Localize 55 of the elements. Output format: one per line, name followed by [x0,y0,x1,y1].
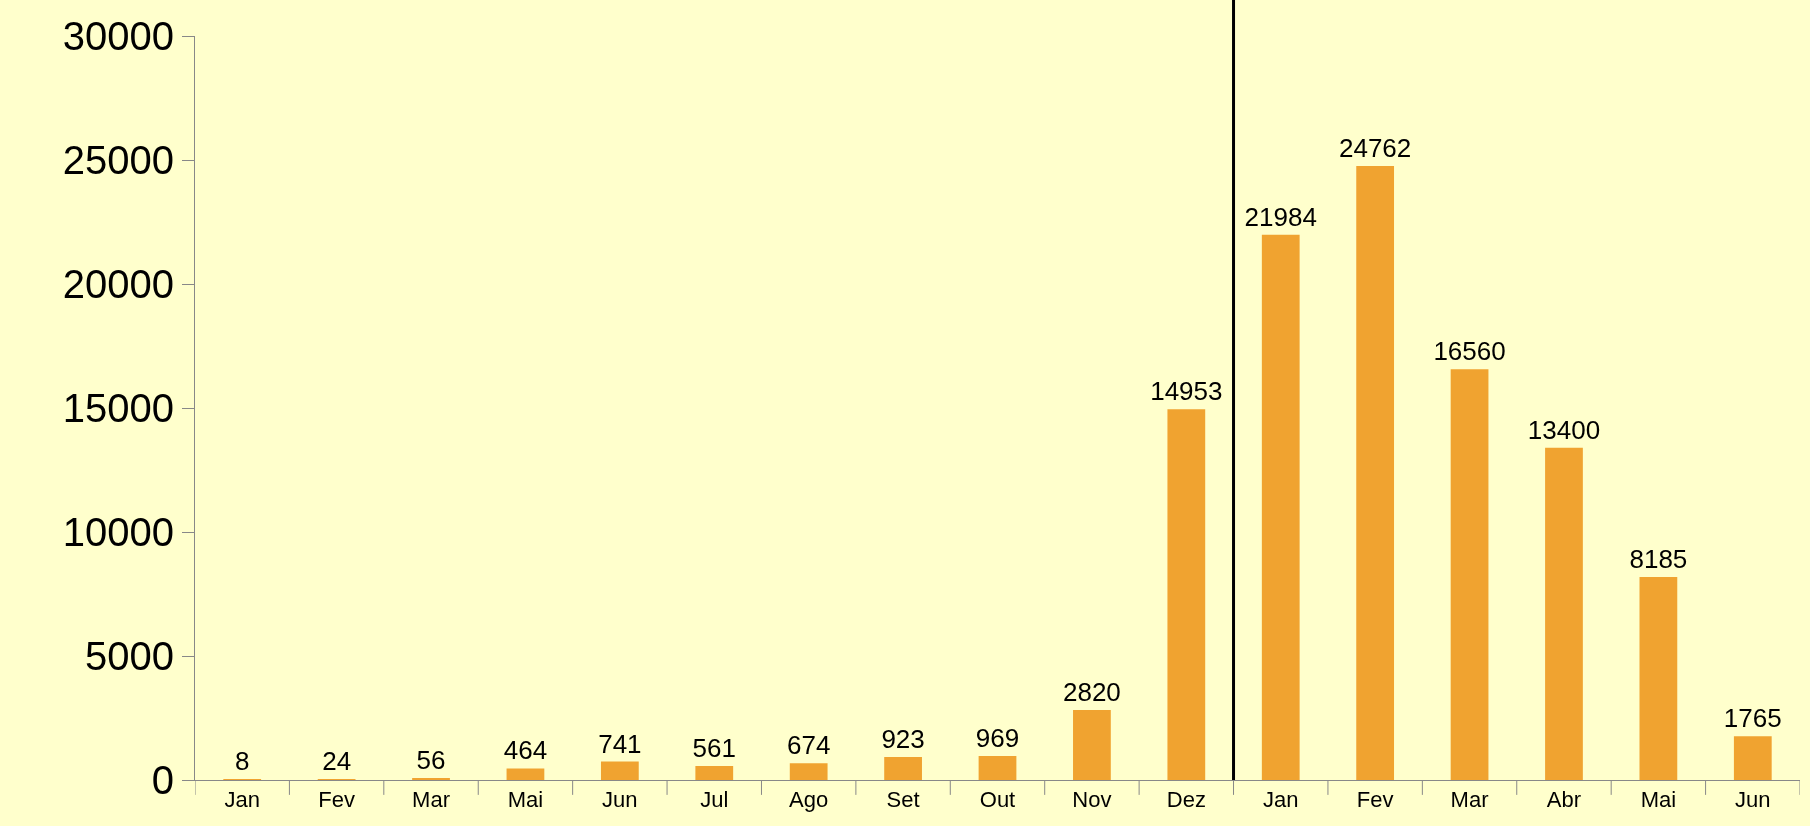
data-label: 24 [322,746,352,776]
y-tick-label: 20000 [62,262,174,306]
x-tick-label: Fev [1356,787,1394,813]
data-label: 16560 [1433,336,1506,367]
data-label: 464 [503,735,548,766]
bar [1073,710,1111,780]
bar [1733,736,1772,780]
x-tick-label: Mar [412,787,450,813]
bar [789,763,828,780]
data-label: 21984 [1244,201,1317,232]
bar [695,766,734,780]
x-tick-label: Abr [1546,787,1582,813]
data-label: 8185 [1629,544,1688,575]
y-tick-label: 5000 [85,634,174,678]
data-label: 8 [234,746,250,776]
y-tick-label: 15000 [62,386,174,430]
x-tick-label: Dez [1166,787,1206,813]
y-tick-label: 10000 [62,510,174,554]
y-tick-label: 30000 [62,14,174,58]
bar [600,761,639,780]
data-label: 674 [786,730,831,761]
bar [506,768,545,780]
data-label: 1765 [1723,703,1782,734]
data-label: 56 [416,745,446,775]
bar [1167,409,1206,780]
x-tick-label: Fev [318,787,355,813]
x-tick-label: Set [886,787,920,813]
x-tick-label: Jun [602,787,638,813]
data-label: 2820 [1062,677,1121,708]
data-label: 969 [975,722,1020,753]
x-tick-label: Mai [507,787,544,813]
bar [978,755,1017,780]
x-tick-label: Jun [1735,787,1771,813]
x-tick-label: Ago [789,787,829,813]
x-tick-label: Out [979,787,1016,813]
x-tick-label: Jan [224,787,260,813]
x-tick-label: Jan [1263,787,1299,813]
bar [1639,577,1678,780]
x-tick-label: Jul [700,787,729,813]
bar [1261,234,1300,780]
x-tick-label: Mar [1450,787,1489,813]
data-label: 13400 [1527,414,1601,445]
data-label: 24762 [1338,132,1412,163]
x-tick-label: Nov [1072,787,1112,813]
bar [1450,369,1489,780]
bar [884,757,922,780]
y-tick-label: 25000 [62,138,174,182]
data-label: 561 [692,733,736,764]
data-label: 741 [598,728,642,759]
x-tick-label: Mai [1640,787,1677,813]
data-label: 14953 [1150,376,1223,407]
bar [1356,165,1395,780]
y-tick-label: 0 [151,758,174,802]
bar [1545,447,1583,780]
data-label: 923 [881,724,925,755]
